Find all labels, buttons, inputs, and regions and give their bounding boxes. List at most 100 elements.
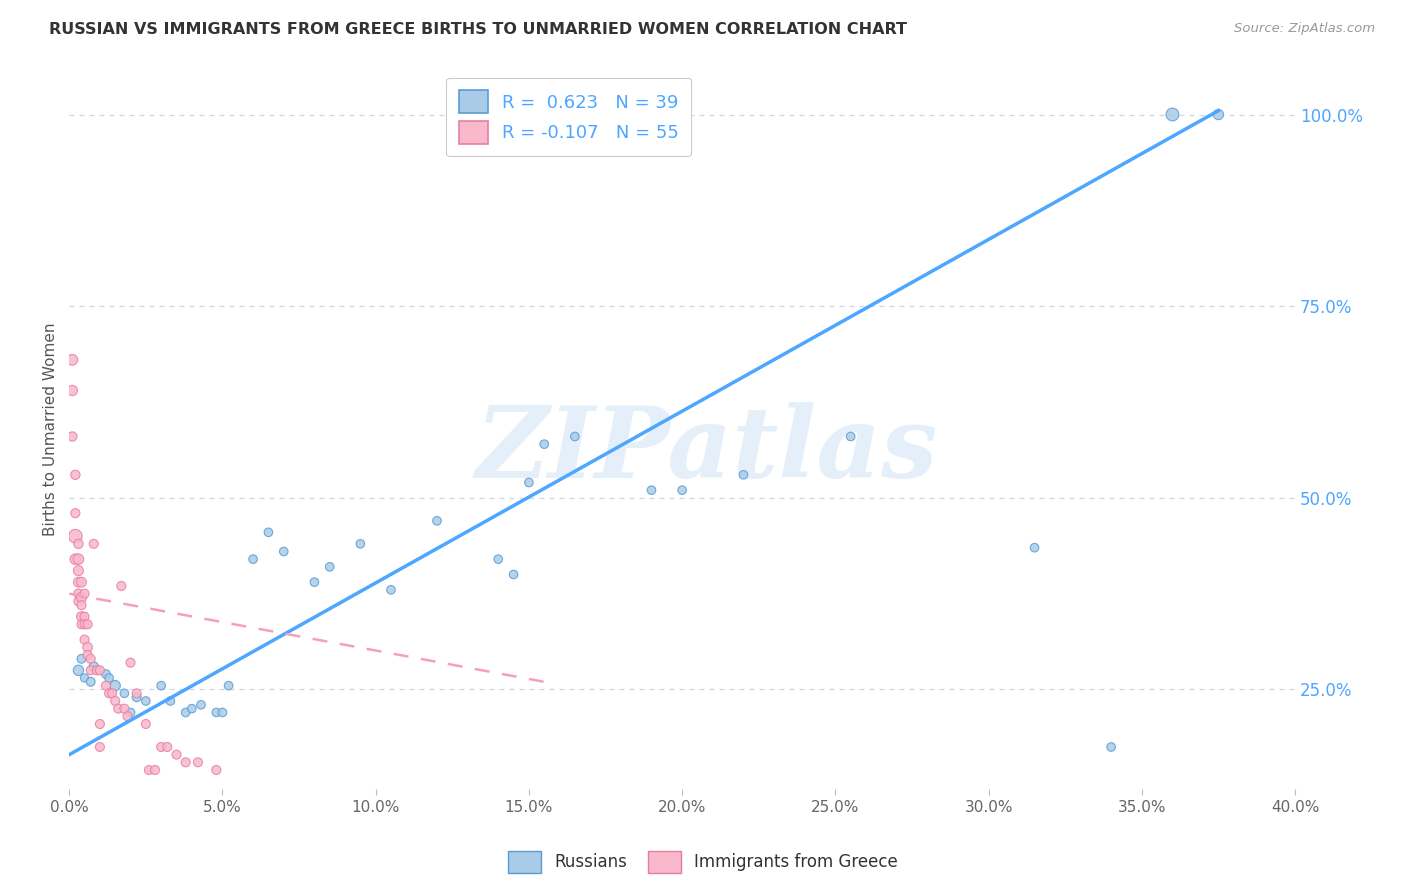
Point (60, 384, 83, 398)
Legend: Russians, Immigrants from Greece: Russians, Immigrants from Greece (502, 845, 904, 880)
Point (65, 552, 87, 566)
Point (76, 640, 98, 655)
Point (486, 552, 509, 566)
Point (89, 663, 111, 677)
Point (205, 706, 228, 720)
Point (70, 591, 93, 605)
Point (67, 575, 90, 590)
Point (304, 575, 326, 590)
Point (150, 739, 173, 754)
Point (159, 694, 181, 708)
Point (180, 701, 202, 715)
Point (733, 467, 755, 482)
Point (349, 537, 371, 551)
Point (112, 686, 135, 700)
Point (98, 671, 121, 685)
Point (70, 652, 93, 666)
Legend: R =  0.623   N = 39, R = -0.107   N = 55: R = 0.623 N = 39, R = -0.107 N = 55 (446, 78, 692, 156)
Point (89, 739, 111, 754)
Point (79, 674, 101, 689)
Point (79, 652, 101, 666)
Point (135, 694, 157, 708)
Point (156, 739, 179, 754)
Point (564, 429, 586, 443)
Point (187, 756, 209, 770)
Point (319, 559, 342, 574)
Point (273, 824, 295, 838)
Point (257, 525, 280, 540)
Point (60, 352, 83, 367)
Point (73, 587, 96, 601)
Point (94, 679, 117, 693)
Point (180, 813, 202, 827)
Point (67, 552, 90, 566)
Point (205, 763, 228, 777)
Point (60, 429, 83, 443)
Point (1024, 541, 1046, 555)
Point (143, 763, 166, 777)
Y-axis label: Births to Unmarried Women: Births to Unmarried Women (44, 322, 58, 535)
Point (83, 659, 105, 673)
Point (533, 437, 555, 451)
Point (125, 686, 148, 700)
Point (107, 701, 129, 715)
Point (98, 686, 121, 700)
Point (83, 537, 105, 551)
Point (1161, 107, 1184, 121)
Point (426, 514, 449, 528)
Point (671, 483, 693, 498)
Point (125, 690, 148, 705)
Point (211, 706, 233, 720)
Point (150, 679, 173, 693)
Point (190, 698, 212, 712)
Point (76, 648, 98, 662)
Point (94, 667, 117, 681)
Point (193, 813, 215, 827)
Point (640, 483, 662, 498)
Point (65, 506, 87, 520)
Point (73, 609, 96, 624)
Point (76, 617, 98, 632)
Point (89, 717, 111, 731)
Point (67, 594, 90, 608)
Point (242, 797, 264, 812)
Point (138, 763, 160, 777)
Point (380, 582, 402, 597)
Point (67, 537, 90, 551)
Point (104, 694, 127, 708)
Point (120, 706, 142, 720)
Text: Source: ZipAtlas.com: Source: ZipAtlas.com (1234, 22, 1375, 36)
Point (70, 617, 93, 632)
Point (174, 756, 197, 770)
Point (67, 663, 90, 677)
Point (73, 617, 96, 632)
Point (117, 709, 139, 723)
Point (273, 544, 295, 558)
Point (135, 717, 157, 731)
Point (70, 598, 93, 612)
Point (67, 564, 90, 578)
Point (242, 552, 264, 566)
Point (104, 679, 127, 693)
Point (86, 663, 108, 677)
Point (174, 706, 197, 720)
Point (120, 656, 142, 670)
Point (166, 747, 188, 762)
Point (65, 529, 87, 543)
Point (1099, 739, 1122, 754)
Point (67, 587, 90, 601)
Point (65, 467, 87, 482)
Point (517, 475, 540, 490)
Point (112, 701, 135, 715)
Point (73, 632, 96, 647)
Point (839, 429, 862, 443)
Point (218, 679, 240, 693)
Point (110, 579, 132, 593)
Point (79, 663, 101, 677)
Point (502, 567, 524, 582)
Point (70, 609, 93, 624)
Point (1208, 107, 1230, 121)
Point (73, 671, 96, 685)
Text: ZIPatlas: ZIPatlas (475, 402, 938, 499)
Text: RUSSIAN VS IMMIGRANTS FROM GREECE BIRTHS TO UNMARRIED WOMEN CORRELATION CHART: RUSSIAN VS IMMIGRANTS FROM GREECE BIRTHS… (49, 22, 907, 37)
